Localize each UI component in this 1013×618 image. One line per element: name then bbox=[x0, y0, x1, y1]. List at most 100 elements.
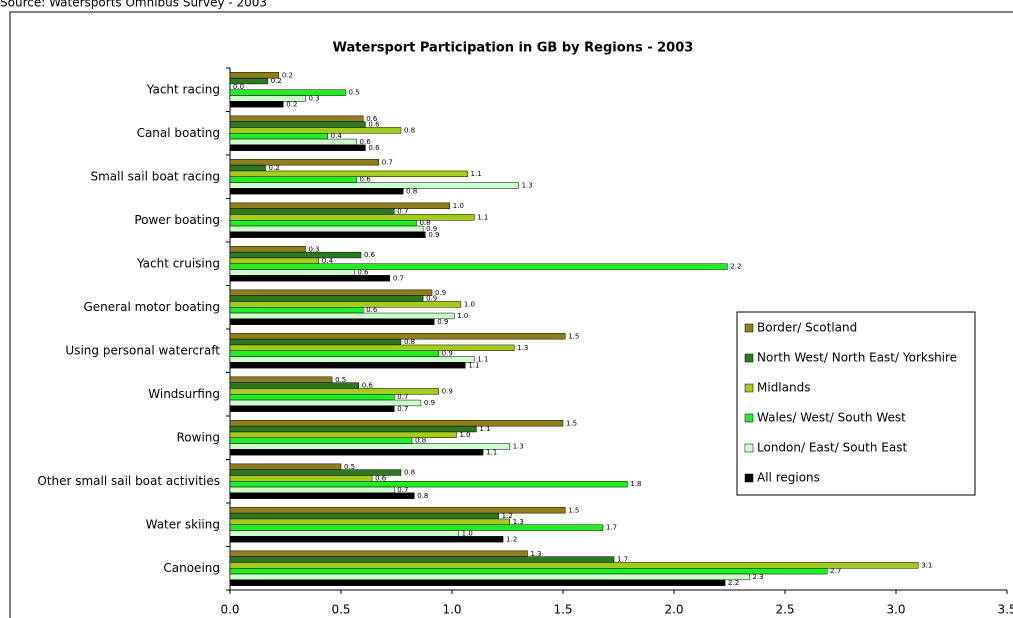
bar bbox=[229, 486, 395, 494]
value-label: 1.0 bbox=[459, 431, 470, 439]
x-tick-label: 2.5 bbox=[775, 603, 794, 617]
x-tick-label: 3.0 bbox=[886, 603, 905, 617]
bar bbox=[229, 312, 455, 320]
value-label: 0.8 bbox=[404, 338, 415, 346]
source: Source: Watersports Omnibus Survey - 200… bbox=[0, 0, 267, 10]
y-tick-label: Canal boating bbox=[137, 126, 220, 140]
value-label: 0.6 bbox=[364, 251, 376, 259]
value-label: 1.3 bbox=[513, 442, 524, 450]
legend-label: London/ East/ South East bbox=[757, 441, 907, 455]
y-tick-label: Rowing bbox=[176, 430, 220, 444]
value-label: 1.0 bbox=[462, 529, 473, 537]
value-label: 0.8 bbox=[404, 469, 415, 477]
y-tick-label: Using personal watercraft bbox=[65, 343, 220, 357]
bar bbox=[229, 443, 510, 450]
bar bbox=[229, 475, 373, 482]
bar bbox=[229, 463, 342, 470]
value-label: 1.3 bbox=[522, 181, 533, 189]
value-label: 0.7 bbox=[397, 208, 408, 216]
legend-label: All regions bbox=[757, 471, 820, 485]
value-label: 2.2 bbox=[728, 579, 739, 587]
value-label: 0.2 bbox=[271, 77, 282, 85]
bar bbox=[229, 214, 475, 221]
bar bbox=[229, 350, 439, 357]
value-label: 1.5 bbox=[568, 332, 579, 340]
value-label: 0.6 bbox=[368, 144, 380, 152]
x-tick-label: 1.0 bbox=[442, 603, 461, 617]
value-label: 0.7 bbox=[397, 486, 408, 494]
bar bbox=[229, 176, 357, 183]
value-label: 0.3 bbox=[308, 245, 319, 253]
bar bbox=[229, 133, 328, 140]
bar bbox=[229, 231, 426, 238]
legend-swatch bbox=[744, 383, 754, 393]
value-label: 1.1 bbox=[479, 425, 490, 433]
value-label: 1.3 bbox=[513, 518, 524, 526]
x-tick-label: 0.0 bbox=[220, 603, 239, 617]
value-label: 0.8 bbox=[415, 437, 426, 445]
value-label: 0.6 bbox=[360, 138, 372, 146]
bar bbox=[229, 208, 395, 215]
bar bbox=[229, 115, 364, 122]
y-tick-label: General motor boating bbox=[83, 300, 220, 314]
value-label: 0.5 bbox=[335, 376, 346, 384]
bar bbox=[229, 562, 919, 569]
value-label: 1.2 bbox=[502, 512, 513, 520]
bar bbox=[229, 437, 413, 444]
x-tick-label: 3.5 bbox=[997, 603, 1013, 617]
value-label: 0.8 bbox=[417, 492, 428, 500]
bar bbox=[229, 220, 417, 227]
bar bbox=[229, 382, 360, 389]
bar bbox=[229, 89, 346, 96]
value-label: 0.6 bbox=[362, 382, 374, 390]
value-label: 2.7 bbox=[830, 567, 841, 575]
value-label: 0.2 bbox=[282, 71, 293, 79]
legend-label: Midlands bbox=[757, 381, 810, 395]
bar bbox=[229, 182, 519, 189]
legend-swatch bbox=[744, 323, 754, 333]
value-label: 0.5 bbox=[344, 463, 355, 471]
value-label: 0.6 bbox=[360, 176, 372, 184]
bar bbox=[229, 188, 404, 195]
value-label: 1.2 bbox=[506, 535, 517, 543]
value-label: 1.0 bbox=[453, 202, 464, 210]
y-tick-label: Yacht cruising bbox=[136, 256, 220, 270]
value-label: 1.8 bbox=[630, 480, 641, 488]
value-label: 2.3 bbox=[752, 573, 763, 581]
bar bbox=[229, 344, 515, 352]
x-tick-label: 1.5 bbox=[553, 603, 572, 617]
value-label: 0.0 bbox=[233, 83, 244, 91]
bar bbox=[229, 518, 510, 526]
chart-title: Watersport Participation in GB by Region… bbox=[333, 41, 694, 56]
value-label: 0.8 bbox=[419, 219, 430, 227]
value-label: 0.7 bbox=[397, 405, 408, 413]
bar bbox=[229, 579, 726, 586]
bar bbox=[229, 127, 402, 134]
bar bbox=[229, 512, 499, 520]
value-label: 1.0 bbox=[457, 312, 468, 320]
legend-swatch bbox=[744, 353, 754, 363]
bar bbox=[229, 333, 566, 340]
bar bbox=[229, 301, 462, 308]
x-tick-label: 2.0 bbox=[664, 603, 683, 617]
bar bbox=[229, 573, 750, 581]
bar bbox=[229, 202, 451, 209]
bar bbox=[229, 275, 391, 282]
bar bbox=[229, 362, 466, 369]
value-label: 0.2 bbox=[286, 100, 297, 108]
bar bbox=[229, 263, 728, 270]
value-label: 0.3 bbox=[308, 94, 319, 102]
legend-label: North West/ North East/ Yorkshire bbox=[757, 351, 957, 365]
value-label: 0.9 bbox=[437, 318, 448, 326]
bar bbox=[229, 257, 320, 265]
value-label: 0.6 bbox=[357, 268, 369, 276]
value-label: 0.4 bbox=[322, 257, 334, 265]
value-label: 0.7 bbox=[397, 393, 408, 401]
value-label: 1.1 bbox=[471, 170, 482, 178]
value-label: 1.1 bbox=[477, 355, 488, 363]
value-label: 0.8 bbox=[404, 126, 415, 134]
value-label: 1.5 bbox=[566, 419, 577, 427]
bar bbox=[229, 318, 435, 325]
